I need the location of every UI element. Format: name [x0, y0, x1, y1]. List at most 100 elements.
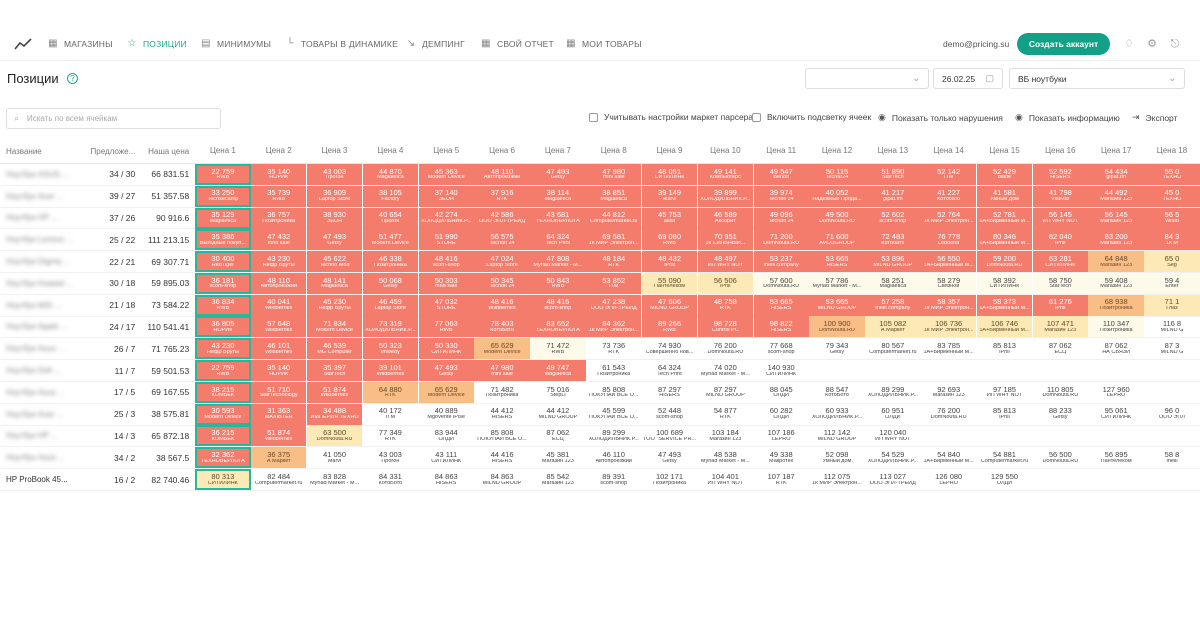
nav-item-goods[interactable]: ▦ МОИ ТОВАРЫ [566, 38, 642, 50]
price-cell[interactable]: 47 493 Getsy [418, 360, 474, 382]
price-cell[interactable]: 83 944 ОЛДИ [419, 425, 474, 446]
product-name[interactable]: Ноутбук MSI ... [6, 300, 62, 310]
price-cell[interactable] [1144, 425, 1199, 446]
price-cell[interactable]: 49 747 Magiaetica [530, 360, 586, 382]
price-cell[interactable]: 80 567 Computermarket.ru [865, 338, 920, 359]
price-cell[interactable]: 56 145 ИП WHY NOT [1032, 207, 1088, 229]
price-cell[interactable]: 36 757 Позитроника [251, 207, 307, 229]
bell-icon[interactable]: ♢ [1124, 38, 1134, 50]
table-row[interactable]: Ноутбук Asus ... 26 / 7 71 765.23 43 230 Неф… [0, 338, 1200, 361]
price-cell[interactable]: 48 110 Автопроезжий [251, 272, 307, 294]
price-cell[interactable]: 129 550 ОЛДИ [977, 469, 1032, 490]
price-cell[interactable]: 85 813 iPhil [977, 338, 1032, 359]
price-cell[interactable]: 22 759 RWB [195, 360, 251, 382]
price-cell[interactable]: 35 140 НОРИК [251, 163, 307, 185]
price-cell[interactable]: 40 041 Wildberries [251, 294, 307, 316]
price-cell[interactable]: 44 416 HISERS [474, 447, 529, 468]
price-cell[interactable]: 106 746 1A+Бирменный М... [976, 316, 1033, 338]
product-name[interactable]: Ноутбук Asus ... [6, 344, 65, 354]
price-cell[interactable]: 77 063 RWB [418, 316, 474, 338]
price-cell[interactable]: 39 101 Wildberries [362, 360, 419, 382]
price-cell[interactable]: 38 851 Magiaetica [586, 185, 642, 207]
price-cell[interactable]: 44 870 Magiaetica [362, 163, 419, 185]
price-cell[interactable]: 49 500 DomNouta.RU [809, 207, 865, 229]
price-cell[interactable]: 44 812 Computermarket.ru [586, 207, 642, 229]
price-cell[interactable]: 45 622 Techno Mod [306, 251, 363, 273]
header-price-6[interactable]: Цена 6 [489, 146, 515, 156]
price-cell[interactable]: 41 581 Умный дом [976, 185, 1033, 207]
price-cell[interactable]: 110 347 Позитроника [1088, 316, 1144, 338]
price-cell[interactable]: 36 805 НОРИК [195, 316, 251, 338]
price-cell[interactable]: 83 200 Магазин 123 [1088, 229, 1144, 251]
price-cell[interactable]: 140 930 СИТИЛИНК [754, 360, 809, 381]
highlight-checkbox[interactable]: Включить подсветку ячеек [752, 112, 871, 122]
price-cell[interactable]: 46 110 Автопроезжий [586, 447, 641, 468]
table-row[interactable]: Ноутбук Dell ... 11 / 7 59 501.53 22 759 RWB… [0, 360, 1200, 382]
price-cell[interactable]: 51 477 Modern Device [362, 229, 419, 251]
price-cell[interactable]: 35 386 Выгодные покуп... [195, 229, 251, 251]
price-cell[interactable]: 71 600 AVCOGROUP [809, 229, 865, 251]
price-cell[interactable]: 54 434 glpat.fm [1088, 163, 1144, 185]
table-row[interactable]: Ноутбук Acer ... 25 / 3 38 575.81 30 593 Mod… [0, 403, 1200, 426]
price-cell[interactable]: 96 0 ООО ЭПЛ [1144, 404, 1199, 425]
price-cell[interactable]: 50 303 mnd sale [418, 272, 474, 294]
price-cell[interactable]: 48 184 RTK [586, 251, 642, 273]
header-price-12[interactable]: Цена 12 [821, 146, 853, 156]
header-price-7[interactable]: Цена 7 [544, 146, 571, 156]
price-cell[interactable]: 37 140 ЗЕОН [418, 185, 474, 207]
price-cell[interactable]: 51 874 Wildberries [251, 425, 307, 447]
price-cell[interactable]: 57 600 DomNouta.RU [753, 272, 809, 294]
header-price-4[interactable]: Цена 4 [377, 146, 404, 156]
price-cell[interactable]: 65 629 Modern Device [418, 381, 474, 403]
price-cell[interactable]: 64 880 RTK [362, 381, 419, 403]
price-cell[interactable]: 43 230 Нефр Бруты [195, 338, 251, 360]
header-price-3[interactable]: Цена 3 [321, 146, 348, 156]
price-cell[interactable]: 38 105 Factory [362, 185, 419, 207]
price-cell[interactable]: 60 933 ХОЛОДИЛЬНИК.Р... [809, 404, 864, 425]
price-cell[interactable]: 46 589 Аксорит [697, 207, 754, 229]
price-cell[interactable]: 36 909 Laptop Store [306, 185, 363, 207]
price-cell[interactable]: 52 602 scom-shop [865, 207, 921, 229]
price-cell[interactable]: 45 381 Магазин 123 [530, 447, 585, 468]
price-cell[interactable]: 84 331 КотоБото [363, 469, 418, 490]
price-cell[interactable]: 52 429 dlade [976, 163, 1033, 185]
price-cell[interactable]: 112 075 1k МИР Электрон... [809, 469, 864, 490]
price-cell[interactable]: 85 808 ПОКУПАЙ ВСЕ О... [586, 382, 641, 403]
price-cell[interactable]: 58 357 1k МИР Электрон... [921, 294, 977, 316]
price-cell[interactable]: 73 736 RTK [586, 338, 641, 359]
price-cell[interactable]: 35 129 Magiaetica [195, 207, 251, 229]
price-cell[interactable]: 84 362 1k МИР Электрон... [586, 316, 642, 338]
price-cell[interactable]: 39 899 ХОЛОДИЛЬНИК.Р... [697, 185, 754, 207]
price-cell[interactable]: 41 217 glpat.fm [865, 185, 921, 207]
price-cell[interactable]: 41 050 Marvi [307, 447, 362, 468]
price-cell[interactable]: 100 900 DomNouta.RU [809, 316, 865, 338]
table-row[interactable]: Ноутбук Asus ... 34 / 2 38 567.5 32 362 ТЕХН… [0, 447, 1200, 470]
price-cell[interactable]: 35 397 StarTech [306, 360, 363, 382]
price-cell[interactable]: 56 5 Wildb [1144, 207, 1200, 229]
price-cell[interactable]: 82 040 iPhil [1032, 229, 1088, 251]
price-cell[interactable]: 107 187 RTK [754, 469, 809, 490]
price-cell[interactable]: 41 227 Котобато [921, 185, 977, 207]
price-cell[interactable]: 47 493 Getsy [642, 447, 697, 468]
price-cell[interactable]: 36 834 RWB [195, 294, 251, 316]
price-cell[interactable]: 54 529 ХОЛОДИЛЬНИК.Р... [865, 447, 920, 468]
price-cell[interactable]: 54 881 Computermarket.ru [977, 447, 1032, 468]
price-cell[interactable]: 52 098 Умный дом [809, 447, 864, 468]
price-cell[interactable]: 45 363 Modern Device [418, 163, 474, 185]
price-cell[interactable]: 48 432 iPhil [641, 251, 698, 273]
price-cell[interactable]: 48 416 scom-shop [530, 294, 586, 316]
price-cell[interactable] [977, 425, 1032, 446]
price-cell[interactable]: 107 471 Магазин 123 [1032, 316, 1088, 338]
price-cell[interactable]: 58 373 1A+Бирменный М... [976, 294, 1033, 316]
price-cell[interactable]: 56 550 1A+Бирменный М... [921, 251, 977, 273]
price-cell[interactable] [1033, 469, 1088, 490]
logo-icon[interactable] [14, 37, 32, 51]
price-cell[interactable]: 76 200 DomNouta.RU [698, 338, 753, 359]
price-cell[interactable]: 100 689 ТОО "SERVICE PR... [642, 425, 697, 446]
header-price-16[interactable]: Цена 16 [1045, 146, 1076, 156]
export-button[interactable]: ⇥ Экспорт [1132, 112, 1178, 123]
price-cell[interactable]: 59 200 DomNouta.RU [976, 251, 1033, 273]
price-cell[interactable]: 56 575 Techbit 24 [474, 229, 530, 251]
nav-item-minimums[interactable]: ▤ МИНИМУМЫ [201, 38, 272, 50]
price-cell[interactable]: 53 896 MILND GROUP [865, 251, 921, 273]
